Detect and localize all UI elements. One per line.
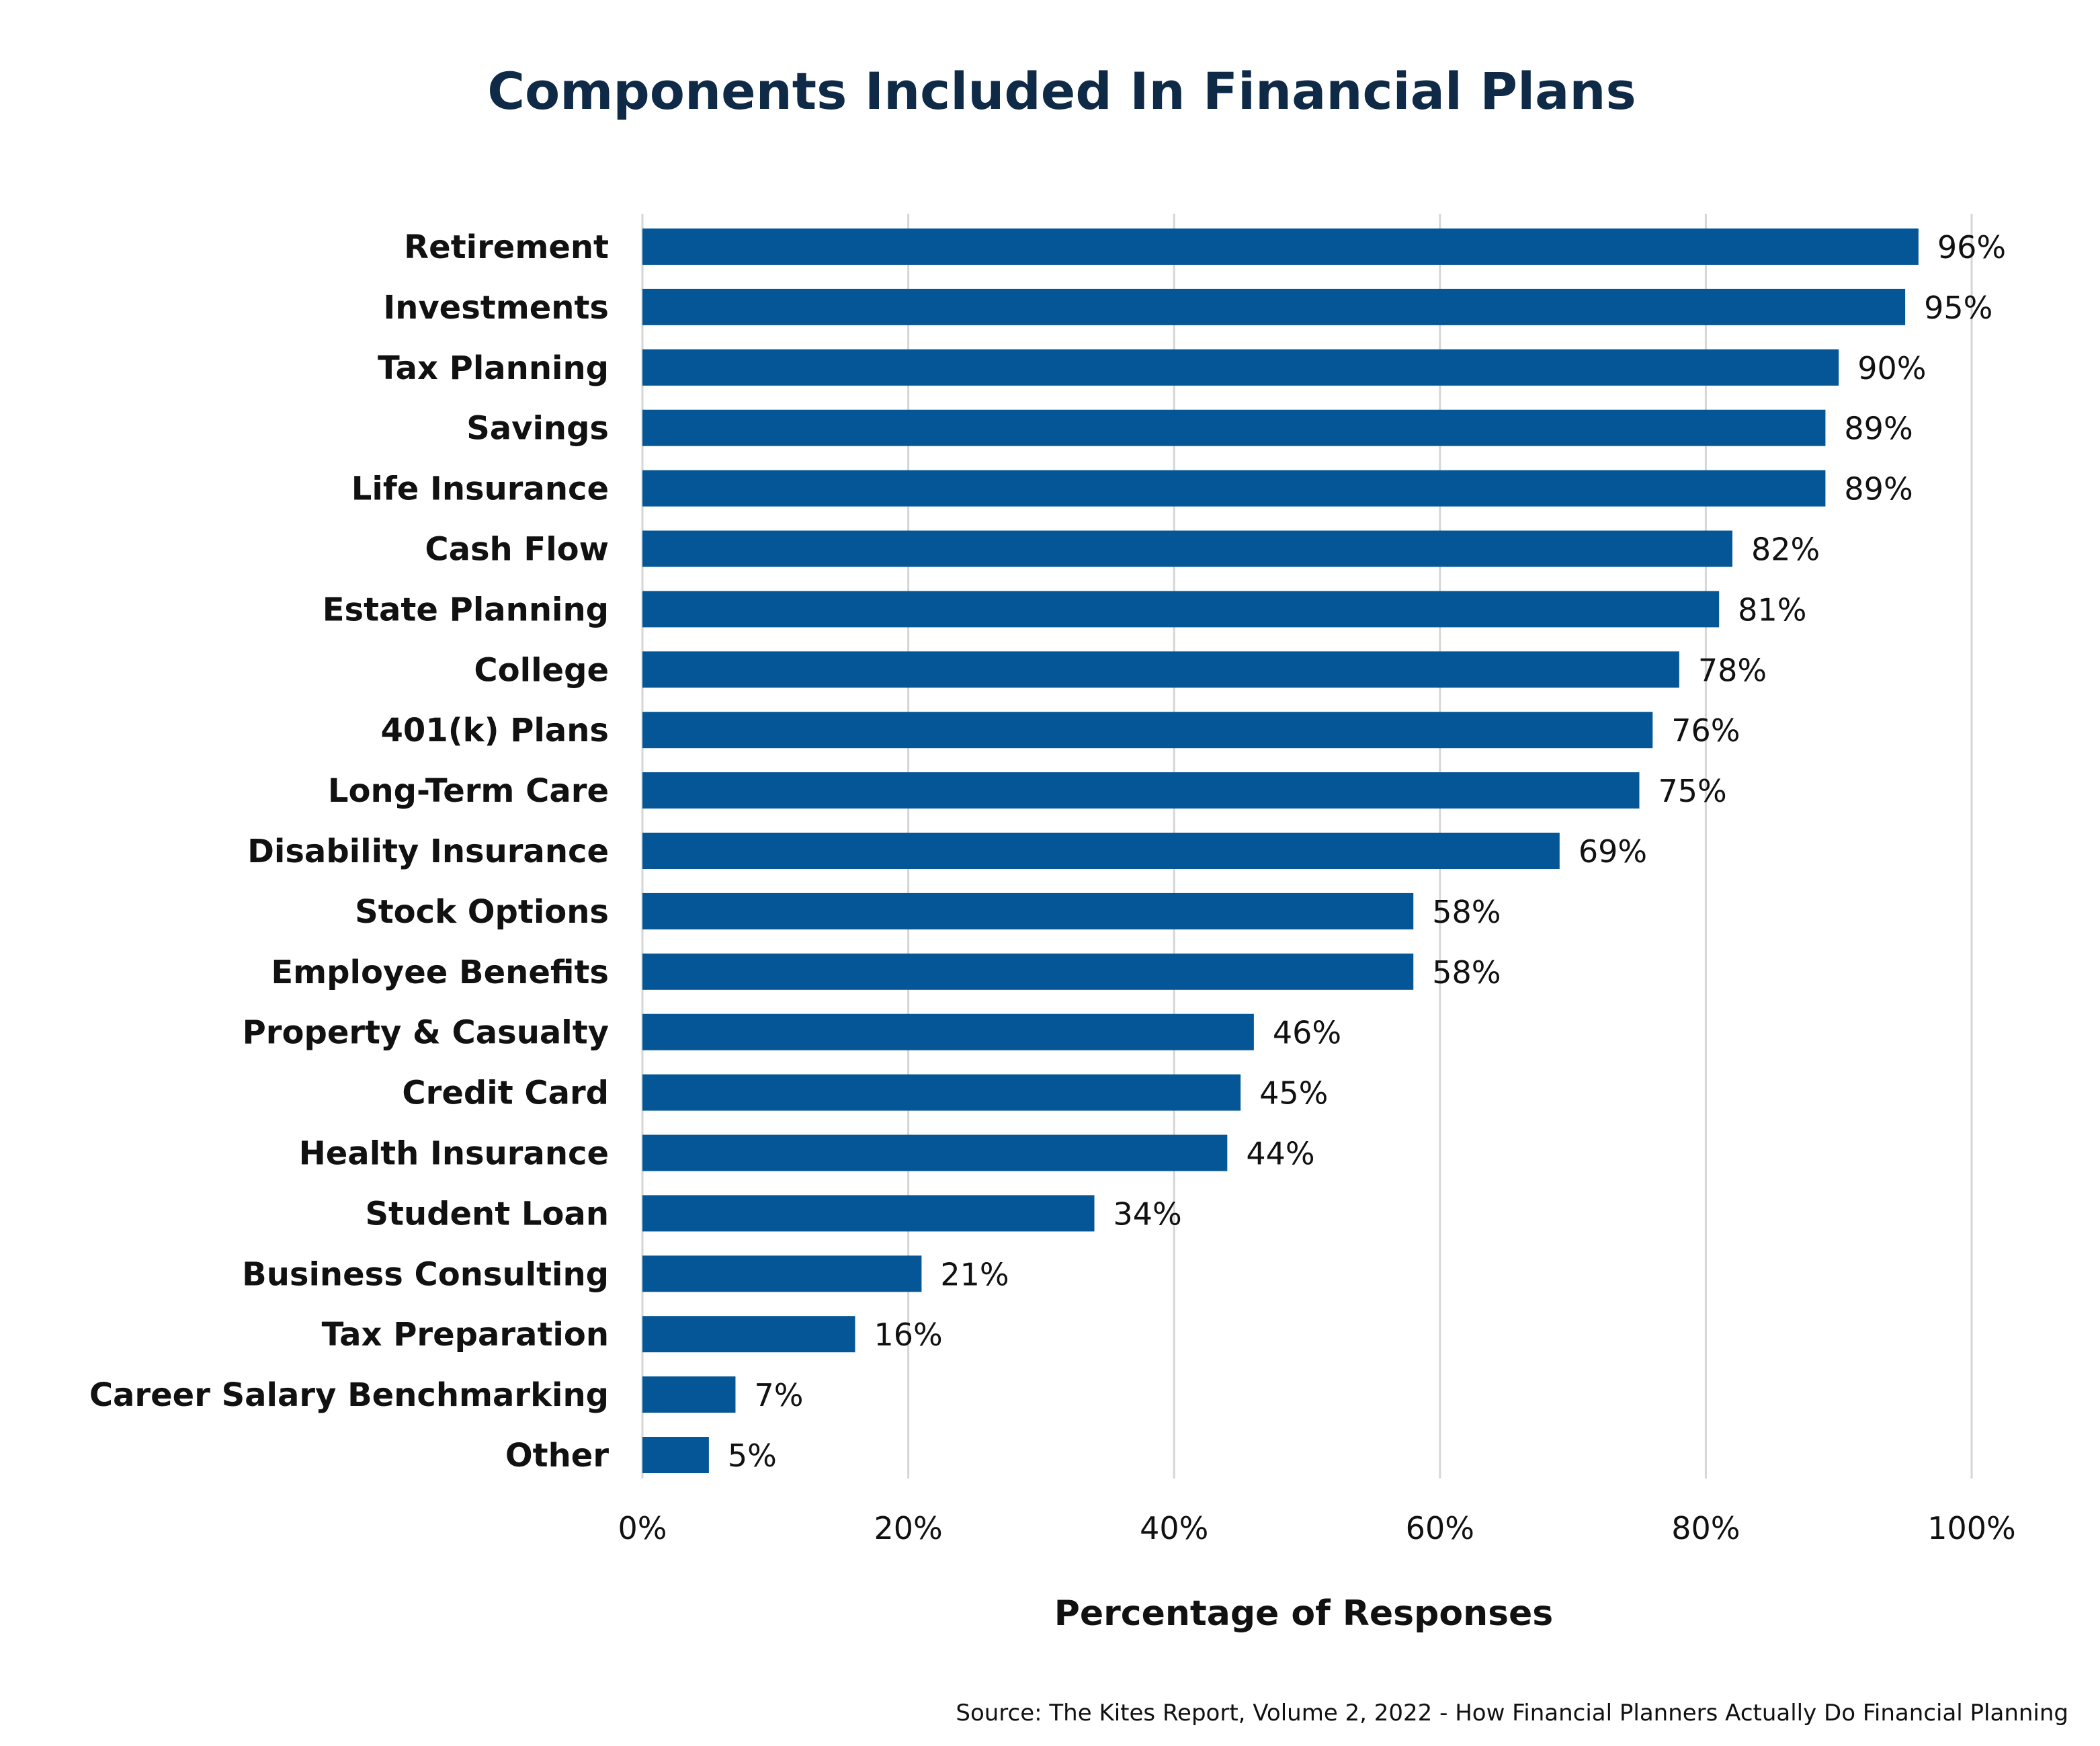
- bar: [642, 591, 1720, 628]
- bar: [642, 1316, 855, 1353]
- category-label: Cash Flow: [425, 531, 609, 569]
- bar: [642, 1255, 922, 1292]
- value-labels: 96% 95% 90% 89% 89% 82% 81% 78% 76% 75% 69% 58% 58% 4…: [728, 229, 2006, 1474]
- x-tick-label: 100%: [1927, 1510, 2016, 1546]
- bar: [642, 1437, 709, 1473]
- bar: [642, 892, 1414, 929]
- category-label: Student Loan: [365, 1195, 609, 1233]
- bars: [642, 228, 1919, 1473]
- category-label: Disability Insurance: [247, 833, 609, 870]
- data-label: 82%: [1751, 532, 1820, 568]
- data-label: 16%: [874, 1317, 942, 1353]
- category-labels: Retirement Investments Tax Planning Savings…: [89, 228, 610, 1474]
- category-label: Stock Options: [355, 893, 609, 931]
- bar: [642, 288, 1906, 325]
- data-label: 78%: [1698, 652, 1767, 688]
- category-label: Savings: [466, 410, 609, 448]
- category-label: Tax Preparation: [322, 1316, 609, 1354]
- x-tick-label: 20%: [874, 1510, 942, 1546]
- data-label: 46%: [1273, 1015, 1341, 1051]
- bar: [642, 833, 1560, 869]
- data-label: 5%: [728, 1438, 777, 1474]
- x-axis-title: Percentage of Responses: [1054, 1593, 1554, 1634]
- category-label: Life Insurance: [351, 470, 609, 508]
- category-label: Health Insurance: [299, 1135, 609, 1173]
- category-label: Employee Benefits: [271, 954, 609, 991]
- x-tick-label: 60%: [1406, 1510, 1474, 1546]
- category-label: 401(k) Plans: [381, 712, 609, 749]
- data-label: 89%: [1844, 411, 1913, 447]
- bar: [642, 409, 1826, 446]
- bar: [642, 1195, 1095, 1232]
- data-label: 69%: [1579, 833, 1647, 870]
- data-label: 34%: [1114, 1196, 1182, 1232]
- x-tick-label: 0%: [618, 1510, 667, 1546]
- bar: [642, 772, 1640, 809]
- data-label: 58%: [1432, 894, 1501, 930]
- bar: [642, 1013, 1254, 1050]
- category-label: Retirement: [404, 228, 609, 266]
- x-tick-label: 80%: [1671, 1510, 1740, 1546]
- category-label: Business Consulting: [242, 1255, 609, 1293]
- x-axis-ticks: 0% 20% 40% 60% 80% 100%: [618, 1510, 2016, 1546]
- data-label: 96%: [1937, 229, 2006, 265]
- category-label: Credit Card: [402, 1075, 609, 1112]
- data-label: 21%: [940, 1256, 1009, 1292]
- bar: [642, 1134, 1228, 1171]
- bar: [642, 470, 1826, 507]
- category-label: Long-Term Care: [328, 772, 609, 810]
- chart-title: Components Included In Financial Plans: [487, 61, 1636, 121]
- category-label: Other: [505, 1437, 609, 1474]
- data-label: 7%: [754, 1377, 803, 1413]
- data-label: 76%: [1671, 712, 1740, 749]
- bar: [642, 953, 1414, 990]
- bar: [642, 712, 1653, 749]
- data-label: 95%: [1924, 290, 1992, 326]
- x-tick-label: 40%: [1140, 1510, 1208, 1546]
- category-label: Career Salary Benchmarking: [89, 1376, 609, 1414]
- source-note: Source: The Kites Report, Volume 2, 2022…: [956, 1700, 2068, 1727]
- data-label: 75%: [1658, 773, 1727, 809]
- category-label: Tax Planning: [378, 349, 609, 387]
- bar: [642, 349, 1839, 386]
- data-label: 89%: [1844, 471, 1913, 507]
- bar: [642, 1376, 736, 1413]
- bar: [642, 228, 1919, 265]
- category-label: Estate Planning: [323, 591, 609, 628]
- bar: [642, 1074, 1241, 1111]
- category-label: Property & Casualty: [243, 1014, 609, 1052]
- category-label: College: [474, 651, 609, 689]
- data-label: 81%: [1738, 591, 1806, 628]
- data-label: 90%: [1857, 350, 1926, 386]
- category-label: Investments: [383, 289, 609, 327]
- data-label: 58%: [1432, 954, 1501, 991]
- data-label: 45%: [1259, 1075, 1328, 1112]
- bar: [642, 651, 1679, 688]
- bar: [642, 530, 1732, 567]
- data-label: 44%: [1246, 1136, 1314, 1172]
